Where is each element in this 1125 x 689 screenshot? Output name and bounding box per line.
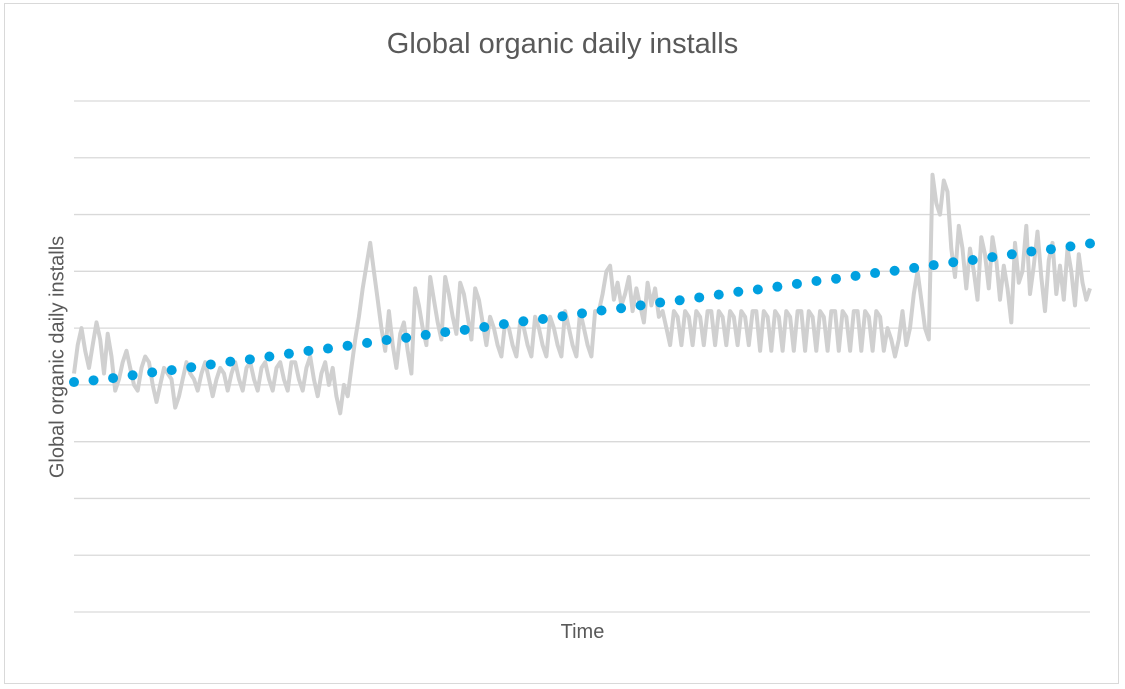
trendline-point: [1045, 244, 1056, 255]
trendline-point: [225, 356, 236, 367]
trendline-point: [323, 343, 333, 354]
gridlines: [74, 100, 1090, 613]
trendline-point: [381, 335, 392, 346]
trendline-point: [1065, 241, 1076, 252]
trendline-point: [948, 257, 959, 268]
trendline-point: [909, 262, 920, 273]
series-line: [72, 172, 1092, 416]
trendline-point: [928, 260, 939, 271]
trendline-point: [987, 252, 998, 263]
trendline-point: [694, 292, 705, 303]
trendline-point: [479, 321, 490, 332]
trendline-point: [635, 300, 646, 311]
trendline-point: [1006, 249, 1017, 260]
trendline-point: [811, 275, 822, 286]
trendline-point: [596, 305, 607, 316]
trendline-point: [459, 324, 470, 335]
x-axis-label: Time: [560, 621, 605, 643]
series-layer: [69, 172, 1095, 416]
trendline-point: [518, 316, 529, 327]
trendline-point: [498, 319, 509, 330]
trendline-point: [1085, 238, 1095, 249]
trendline-point: [889, 265, 900, 276]
trendline-point: [772, 281, 783, 292]
trendline-point: [870, 268, 881, 279]
trendline-point: [791, 278, 802, 289]
trendline-point: [655, 297, 666, 308]
trendline-point: [303, 345, 314, 356]
chart-title: Global organic daily installs: [386, 28, 739, 60]
trendline-point: [420, 329, 431, 340]
trendline-point: [752, 284, 763, 295]
trendline-point: [577, 308, 587, 319]
trendline-point: [88, 375, 99, 386]
trendline-point: [831, 273, 841, 284]
trendline-point: [244, 354, 255, 365]
trendline-point: [264, 351, 275, 362]
trendline-point: [108, 373, 119, 384]
trendline-point: [557, 311, 568, 322]
trendline-point: [69, 377, 79, 388]
trendline-point: [440, 327, 451, 338]
trendline-point: [342, 340, 353, 351]
trendline-point: [127, 370, 138, 381]
trendline-point: [362, 337, 373, 348]
trendline-point: [967, 254, 978, 265]
trendline-point: [537, 314, 548, 325]
trendline-point: [616, 303, 627, 314]
trendline-point: [205, 359, 216, 370]
trendline-point: [186, 362, 197, 373]
trendline-point: [713, 289, 724, 300]
trendline-point: [1026, 246, 1037, 257]
trendline-point: [283, 348, 294, 359]
trendline-point: [733, 286, 744, 297]
trendline-point: [850, 270, 861, 281]
trendline-point: [166, 365, 177, 376]
trendline-point: [401, 332, 412, 343]
trendline-point: [147, 367, 158, 378]
trendline-point: [674, 295, 685, 306]
